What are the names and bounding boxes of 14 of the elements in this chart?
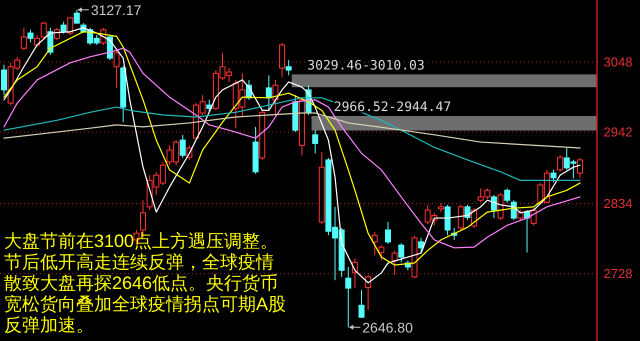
y-tick-label: 2942 bbox=[604, 124, 632, 140]
y-tick-label: 2728 bbox=[604, 266, 632, 282]
annotation: 3127.17 bbox=[90, 2, 142, 18]
annotation: 节后低开高走连续反弹，全球疫情 bbox=[4, 252, 274, 272]
annotation: 大盘节前在3100点上方遇压调整。 bbox=[4, 231, 278, 251]
annotation: 2646.80 bbox=[362, 319, 414, 336]
annotation: 反弹加速。 bbox=[4, 315, 94, 335]
band-label: 3029.46-3010.03 bbox=[307, 58, 425, 74]
y-tick-label: 2834 bbox=[604, 196, 632, 212]
y-tick-label: 3048 bbox=[604, 54, 632, 70]
line-series bbox=[3, 112, 581, 149]
annotation: 宽松货向叠加全球疫情拐点可期A股 bbox=[4, 294, 286, 314]
line-series bbox=[3, 97, 581, 182]
annotation: 散致大盘再探2646低点。央行货币 bbox=[4, 273, 278, 293]
